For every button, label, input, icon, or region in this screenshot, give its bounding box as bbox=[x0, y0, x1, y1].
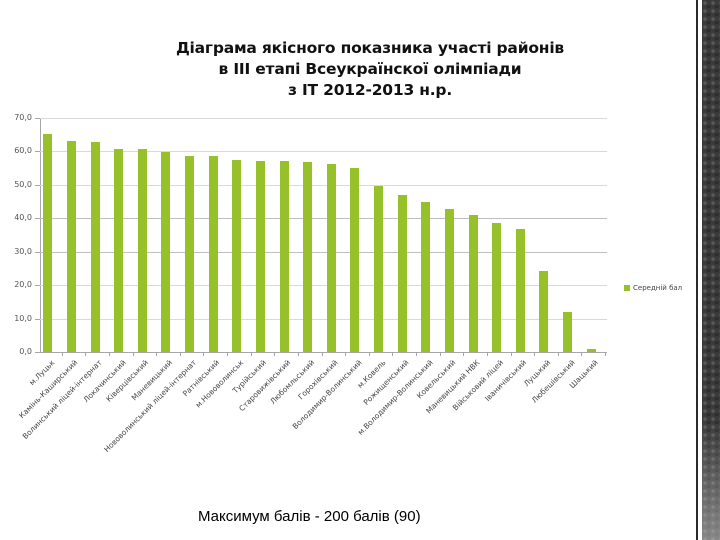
legend-swatch-icon bbox=[624, 285, 630, 291]
y-tick-label: 50,0 bbox=[14, 179, 32, 189]
y-tick-mark bbox=[35, 352, 40, 353]
bar bbox=[374, 185, 384, 352]
y-tick-label: 10,0 bbox=[14, 313, 32, 323]
x-tick-mark bbox=[297, 352, 299, 356]
y-tick-label: 0,0 bbox=[19, 347, 32, 356]
bar bbox=[137, 149, 147, 352]
footer-note: Максимум балів - 200 балів (90) bbox=[198, 508, 421, 525]
bar bbox=[515, 228, 525, 352]
y-tick-mark bbox=[35, 185, 40, 186]
y-tick-mark bbox=[35, 218, 40, 219]
x-tick-mark bbox=[392, 352, 394, 356]
x-tick-mark bbox=[85, 352, 87, 356]
x-tick-mark bbox=[581, 352, 583, 356]
y-tick-mark bbox=[35, 285, 40, 286]
chart-title-line-2: в ІІІ етапі Всеукраїнскої олімпіади bbox=[218, 60, 522, 78]
bar bbox=[350, 168, 360, 352]
legend: Середній бал bbox=[624, 284, 682, 292]
x-tick-mark bbox=[274, 352, 276, 356]
decorative-strip-fade bbox=[702, 420, 720, 540]
y-tick-label: 70,0 bbox=[14, 113, 32, 122]
y-tick-label: 20,0 bbox=[14, 280, 32, 290]
gridline bbox=[40, 151, 607, 152]
chart-title-line-1: Діаграма якісного показника участі район… bbox=[175, 39, 565, 57]
x-tick-mark bbox=[510, 352, 512, 356]
gridline bbox=[40, 319, 607, 320]
x-tick-mark bbox=[605, 352, 606, 356]
gridline bbox=[40, 185, 607, 186]
bar bbox=[303, 162, 313, 352]
bar bbox=[539, 271, 549, 352]
plot-area bbox=[40, 118, 607, 353]
bar bbox=[326, 164, 336, 352]
x-axis-line bbox=[40, 352, 607, 353]
x-tick-mark bbox=[345, 352, 347, 356]
bar bbox=[397, 194, 407, 352]
decorative-divider bbox=[696, 0, 698, 540]
y-tick-mark bbox=[35, 252, 40, 253]
x-tick-mark bbox=[463, 352, 465, 356]
x-tick-mark bbox=[61, 352, 63, 356]
x-tick-mark bbox=[416, 352, 417, 356]
bar bbox=[586, 349, 596, 352]
bar bbox=[185, 155, 195, 352]
x-tick-mark bbox=[108, 352, 110, 356]
x-tick-mark bbox=[534, 352, 536, 356]
y-tick-mark bbox=[35, 319, 40, 320]
y-tick-label: 40,0 bbox=[14, 213, 32, 223]
x-tick-mark bbox=[156, 352, 158, 356]
bar bbox=[43, 134, 53, 352]
bar bbox=[232, 159, 242, 352]
x-tick-mark bbox=[179, 352, 181, 356]
y-tick-label: 30,0 bbox=[14, 246, 32, 256]
legend-label: Середній бал bbox=[633, 284, 683, 292]
y-tick-label: 60,0 bbox=[14, 146, 32, 156]
y-tick-mark bbox=[35, 151, 40, 152]
chart-title: Діаграма якісного показника участі район… bbox=[150, 38, 590, 101]
x-tick-mark bbox=[557, 352, 559, 356]
gridline bbox=[40, 285, 607, 286]
x-tick-mark bbox=[321, 352, 323, 356]
x-tick-mark bbox=[132, 352, 134, 356]
bar bbox=[492, 222, 502, 352]
gridline bbox=[40, 218, 607, 219]
bar bbox=[90, 141, 100, 352]
bar bbox=[208, 155, 218, 352]
bar bbox=[66, 140, 76, 352]
x-tick-mark bbox=[439, 352, 441, 356]
bar bbox=[114, 148, 124, 352]
x-tick-mark bbox=[203, 352, 205, 356]
x-tick-mark bbox=[486, 352, 488, 356]
y-tick-mark bbox=[35, 118, 40, 119]
decorative-carbon-strip bbox=[702, 0, 720, 540]
chart-title-line-3: з ІТ 2012-2013 н.р. bbox=[287, 81, 453, 99]
gridline bbox=[40, 118, 607, 119]
bar bbox=[444, 208, 454, 352]
x-tick-mark bbox=[250, 352, 252, 356]
bar bbox=[161, 152, 171, 352]
bar bbox=[421, 201, 431, 352]
bar bbox=[255, 161, 265, 352]
x-tick-mark bbox=[227, 352, 228, 356]
gridline bbox=[40, 252, 607, 253]
bar bbox=[279, 161, 289, 352]
bar bbox=[468, 214, 478, 352]
bar bbox=[563, 311, 573, 352]
x-tick-mark bbox=[368, 352, 370, 356]
y-axis-line bbox=[40, 118, 41, 352]
